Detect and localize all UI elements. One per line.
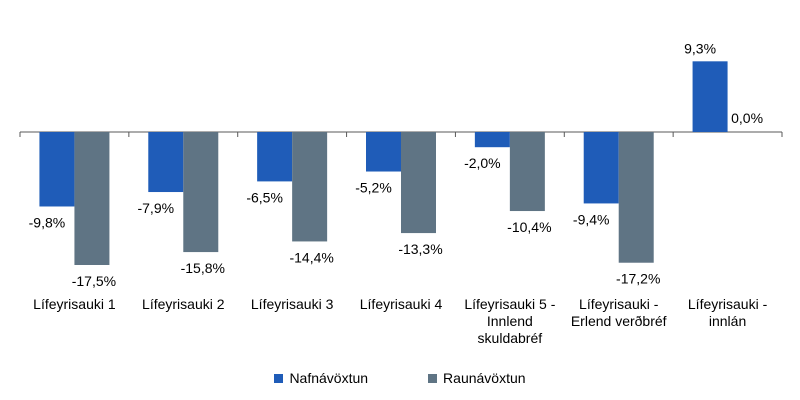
category-label-3: Lífeyrisauki 3 [251, 296, 334, 312]
data-label-nafnavoxtun-7: 9,3% [684, 40, 716, 56]
bar-nafnavoxtun-1 [39, 132, 75, 207]
category-label-1: Lífeyrisauki 1 [33, 296, 116, 312]
category-label-4: Lífeyrisauki 4 [360, 296, 443, 312]
data-label-raunavoxtun-4: -13,3% [398, 241, 442, 257]
legend-swatch-nafnavoxtun [274, 373, 284, 383]
legend-item-nafnavoxtun: Nafnávöxtun [274, 370, 368, 386]
bar-raunavoxtun-3 [292, 132, 328, 242]
legend-swatch-raunavoxtun [428, 373, 438, 383]
bar-raunavoxtun-5 [509, 132, 545, 212]
bar-nafnavoxtun-3 [257, 132, 293, 182]
category-label-6: Lífeyrisauki -Erlend verðbréf [571, 296, 667, 329]
legend-label-nafnavoxtun: Nafnávöxtun [289, 370, 369, 386]
data-label-raunavoxtun-5: -10,4% [507, 219, 551, 235]
bar-nafnavoxtun-6 [583, 132, 619, 204]
data-label-nafnavoxtun-2: -7,9% [137, 200, 174, 216]
data-label-nafnavoxtun-4: -5,2% [355, 180, 392, 196]
bar-nafnavoxtun-7 [692, 61, 728, 132]
bar-chart: -9,8% -17,5% Lífeyrisauki 1 -7,9% -15,8% Lífe… [19, 40, 783, 346]
data-label-raunavoxtun-2: -15,8% [181, 260, 225, 276]
legend: Nafnávöxtun Raunávöxtun [0, 366, 800, 390]
data-label-nafnavoxtun-1: -9,8% [29, 214, 66, 230]
category-label-2: Lífeyrisauki 2 [142, 296, 225, 312]
data-label-nafnavoxtun-3: -6,5% [246, 189, 283, 205]
data-label-raunavoxtun-6: -17,2% [616, 271, 660, 287]
bar-raunavoxtun-1 [74, 132, 110, 265]
bar-nafnavoxtun-5 [474, 132, 510, 148]
bar-nafnavoxtun-4 [366, 132, 401, 172]
category-label-7: Lífeyrisauki -innlán [688, 296, 768, 329]
data-label-nafnavoxtun-5: -2,0% [464, 155, 501, 171]
data-label-nafnavoxtun-6: -9,4% [573, 211, 610, 227]
bar-raunavoxtun-6 [618, 132, 654, 263]
bar-nafnavoxtun-2 [148, 132, 184, 193]
bar-raunavoxtun-4 [401, 132, 436, 234]
bar-raunavoxtun-2 [183, 132, 219, 253]
data-label-raunavoxtun-1: -17,5% [72, 273, 116, 289]
data-label-raunavoxtun-7: 0,0% [731, 110, 763, 126]
legend-item-raunavoxtun: Raunávöxtun [428, 370, 526, 386]
data-label-raunavoxtun-3: -14,4% [289, 249, 333, 265]
category-label-5: Lífeyrisauki 5 -Innlend skuldabréf [464, 296, 555, 346]
legend-label-raunavoxtun: Raunávöxtun [443, 370, 526, 386]
